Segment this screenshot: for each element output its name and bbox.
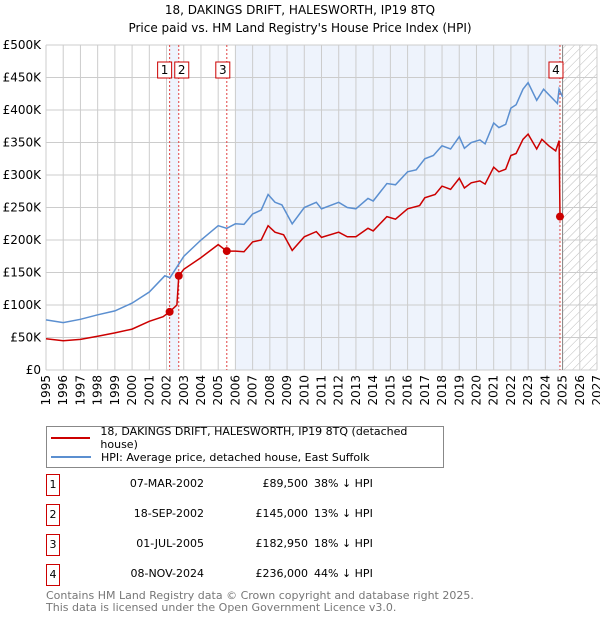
sale-point — [165, 307, 174, 316]
x-tick-label: 2012 — [332, 375, 346, 406]
y-tick-label: £350K — [3, 136, 43, 150]
legend-label: HPI: Average price, detached house, East… — [101, 450, 370, 464]
sale-number-badge: 3 — [46, 534, 60, 556]
sale-label: 1 — [161, 63, 169, 77]
y-tick-label: £500K — [3, 38, 43, 52]
x-tick-label: 2022 — [504, 375, 518, 406]
y-tick-label: £450K — [3, 71, 43, 85]
sale-number-badge: 4 — [46, 564, 60, 586]
x-tick-label: 2010 — [297, 375, 311, 406]
x-tick-label: 2002 — [160, 375, 174, 406]
y-tick-label: £150K — [3, 266, 43, 280]
sale-label-box — [215, 61, 231, 79]
sale-label: 2 — [178, 63, 186, 77]
x-tick-label: 2004 — [194, 375, 208, 406]
blue-line-swatch — [51, 456, 91, 458]
sale-date: 07-MAR-2002 — [129, 477, 204, 490]
y-tick-label: £100K — [3, 298, 43, 312]
footer-licence: This data is licensed under the Open Gov… — [46, 601, 397, 614]
sale-price: £236,000 — [255, 567, 309, 580]
x-tick-label: 1996 — [56, 375, 70, 406]
y-tick-label: £50K — [10, 331, 42, 345]
sale-row: 2 18-SEP-2002 £145,000 13% ↓ HPI — [46, 504, 446, 526]
sale-price: £89,500 — [262, 477, 309, 490]
sale-price: £182,950 — [255, 537, 309, 550]
x-tick-label: 2025 — [556, 375, 570, 406]
sale-label: 4 — [552, 63, 560, 77]
x-tick-label: 2018 — [435, 375, 449, 406]
sale-hpi-diff: 38% ↓ HPI — [314, 477, 373, 490]
y-tick-label: £400K — [3, 103, 43, 117]
sale-number-badge: 1 — [46, 474, 60, 496]
legend-label: 18, DAKINGS DRIFT, HALESWORTH, IP19 8TQ … — [100, 425, 408, 451]
x-tick-label: 1999 — [108, 375, 122, 406]
footer-copyright: Contains HM Land Registry data © Crown c… — [46, 589, 474, 602]
x-tick-label: 2024 — [538, 375, 552, 406]
sale-point — [174, 271, 183, 280]
x-tick-label: 2014 — [366, 375, 380, 406]
legend-item-hpi: HPI: Average price, detached house, East… — [47, 448, 370, 466]
sale-label-box — [157, 61, 173, 79]
y-tick-label: £200K — [3, 233, 43, 247]
chart-subtitle: Price paid vs. HM Land Registry's House … — [128, 21, 471, 35]
y-tick-label: £300K — [3, 168, 43, 182]
sale-label: 3 — [219, 63, 227, 77]
x-tick-label: 2026 — [573, 375, 587, 406]
series-line — [45, 132, 561, 342]
sale-date: 08-NOV-2024 — [130, 567, 204, 580]
sale-hpi-diff: 13% ↓ HPI — [314, 507, 373, 520]
x-tick-label: 2009 — [280, 375, 294, 406]
legend-item-property: 18, DAKINGS DRIFT, HALESWORTH, IP19 8TQ … — [47, 425, 443, 451]
sale-hpi-diff: 44% ↓ HPI — [314, 567, 373, 580]
x-tick-label: 2005 — [211, 375, 225, 406]
x-tick-label: 2027 — [590, 375, 600, 406]
x-tick-label: 1998 — [91, 375, 105, 406]
chart-title: 18, DAKINGS DRIFT, HALESWORTH, IP19 8TQ — [165, 3, 435, 17]
sale-number-badge: 2 — [46, 504, 60, 526]
x-tick-label: 2015 — [383, 375, 397, 406]
x-tick-label: 2020 — [469, 375, 483, 406]
red-line-swatch — [51, 437, 91, 439]
sale-date: 18-SEP-2002 — [133, 507, 204, 520]
x-tick-label: 1995 — [39, 375, 53, 406]
price-chart: 18, DAKINGS DRIFT, HALESWORTH, IP19 8TQ … — [3, 3, 600, 406]
series-line — [45, 81, 564, 324]
sale-point — [555, 212, 564, 221]
x-tick-label: 2007 — [246, 375, 260, 406]
x-tick-label: 2000 — [125, 375, 139, 406]
x-tick-label: 2016 — [401, 375, 415, 406]
sale-row: 4 08-NOV-2024 £236,000 44% ↓ HPI — [46, 564, 446, 586]
sale-point — [222, 247, 231, 256]
sale-label-box — [548, 61, 564, 79]
y-tick-label: £250K — [3, 201, 43, 215]
sale-label-box — [174, 61, 190, 79]
x-tick-label: 2019 — [452, 375, 466, 406]
x-tick-label: 2006 — [228, 375, 242, 406]
x-tick-label: 2011 — [315, 375, 329, 406]
x-tick-label: 2013 — [349, 375, 363, 406]
sale-date: 01-JUL-2005 — [136, 537, 204, 550]
y-tick-label: £0 — [26, 363, 41, 377]
x-tick-label: 2008 — [263, 375, 277, 406]
x-tick-label: 2001 — [142, 375, 156, 406]
x-tick-label: 2017 — [418, 375, 432, 406]
sale-hpi-diff: 18% ↓ HPI — [314, 537, 373, 550]
x-tick-label: 2021 — [487, 375, 501, 406]
x-tick-label: 1997 — [73, 375, 87, 406]
legend: 18, DAKINGS DRIFT, HALESWORTH, IP19 8TQ … — [46, 425, 444, 468]
x-tick-label: 2003 — [177, 375, 191, 406]
sale-row: 3 01-JUL-2005 £182,950 18% ↓ HPI — [46, 534, 446, 556]
sale-price: £145,000 — [255, 507, 309, 520]
sale-row: 1 07-MAR-2002 £89,500 38% ↓ HPI — [46, 474, 446, 496]
x-tick-label: 2023 — [521, 375, 535, 406]
